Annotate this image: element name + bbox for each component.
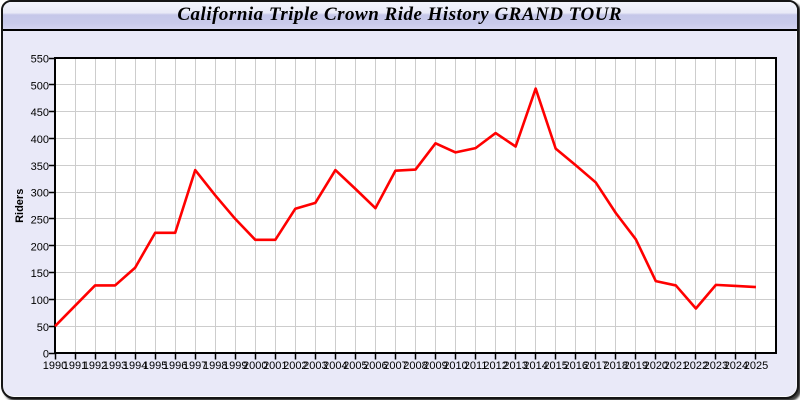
svg-text:Riders: Riders (14, 189, 26, 223)
svg-text:2009: 2009 (423, 360, 447, 372)
svg-text:2021: 2021 (664, 360, 688, 372)
svg-text:1992: 1992 (83, 360, 107, 372)
svg-text:1996: 1996 (163, 360, 187, 372)
svg-text:1994: 1994 (123, 360, 147, 372)
svg-text:100: 100 (31, 295, 49, 307)
svg-text:550: 550 (31, 54, 49, 66)
svg-text:2013: 2013 (503, 360, 527, 372)
svg-text:2022: 2022 (684, 360, 708, 372)
svg-text:2017: 2017 (584, 360, 608, 372)
svg-text:2003: 2003 (303, 360, 327, 372)
svg-text:2008: 2008 (403, 360, 427, 372)
svg-text:2010: 2010 (443, 360, 467, 372)
svg-text:2023: 2023 (704, 360, 728, 372)
svg-text:2014: 2014 (523, 360, 547, 372)
svg-text:1990: 1990 (43, 360, 67, 372)
svg-text:2019: 2019 (624, 360, 648, 372)
svg-text:2002: 2002 (283, 360, 307, 372)
svg-text:350: 350 (31, 161, 49, 173)
svg-text:2015: 2015 (543, 360, 567, 372)
svg-text:500: 500 (31, 80, 49, 92)
svg-text:300: 300 (31, 188, 49, 200)
svg-text:1991: 1991 (63, 360, 87, 372)
svg-text:2025: 2025 (744, 360, 768, 372)
svg-text:1997: 1997 (183, 360, 207, 372)
svg-text:2000: 2000 (243, 360, 267, 372)
svg-text:2024: 2024 (724, 360, 748, 372)
svg-text:450: 450 (31, 107, 49, 119)
svg-text:250: 250 (31, 215, 49, 227)
svg-text:50: 50 (37, 322, 49, 334)
svg-text:2020: 2020 (644, 360, 668, 372)
svg-text:2007: 2007 (383, 360, 407, 372)
svg-text:1998: 1998 (203, 360, 227, 372)
svg-text:400: 400 (31, 134, 49, 146)
svg-text:2005: 2005 (343, 360, 367, 372)
svg-text:200: 200 (31, 241, 49, 253)
svg-text:1999: 1999 (223, 360, 247, 372)
svg-text:2001: 2001 (263, 360, 287, 372)
svg-text:2016: 2016 (563, 360, 587, 372)
svg-text:2006: 2006 (363, 360, 387, 372)
svg-text:2012: 2012 (483, 360, 507, 372)
svg-text:2011: 2011 (464, 360, 488, 372)
svg-text:1995: 1995 (143, 360, 167, 372)
svg-text:1993: 1993 (103, 360, 127, 372)
svg-text:0: 0 (43, 349, 49, 361)
svg-text:2018: 2018 (604, 360, 628, 372)
svg-text:150: 150 (31, 268, 49, 280)
svg-text:2004: 2004 (323, 360, 347, 372)
